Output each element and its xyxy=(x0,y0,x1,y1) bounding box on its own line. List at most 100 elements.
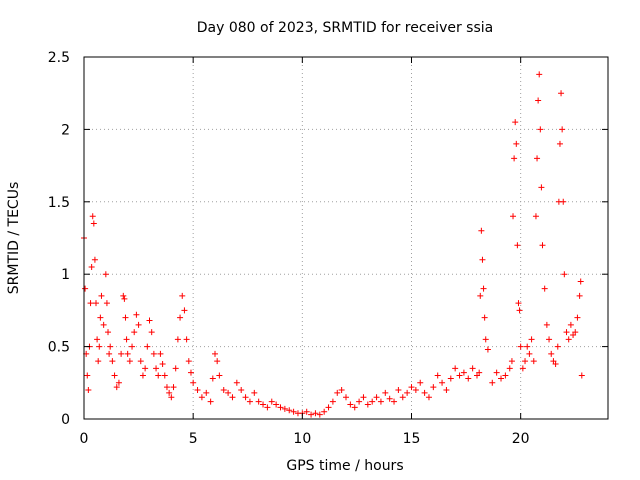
grid xyxy=(84,57,608,419)
y-tick-label: 2.5 xyxy=(48,50,70,66)
data-point xyxy=(190,379,197,386)
data-point xyxy=(343,394,349,401)
data-point xyxy=(225,389,232,396)
data-point xyxy=(233,379,240,386)
data-point xyxy=(577,278,584,285)
data-point xyxy=(477,292,484,299)
data-point xyxy=(120,292,127,299)
data-point xyxy=(439,379,446,386)
data-point xyxy=(541,285,548,292)
data-point xyxy=(131,329,138,336)
x-tick-label: 0 xyxy=(80,431,89,447)
data-point xyxy=(109,358,116,365)
x-axis-label: GPS time / hours xyxy=(286,458,403,474)
data-point xyxy=(498,375,505,382)
data-point xyxy=(98,292,105,299)
data-point xyxy=(417,379,424,386)
data-point xyxy=(203,389,210,396)
data-point xyxy=(212,350,218,357)
axis-ticks xyxy=(83,56,608,420)
data-point xyxy=(517,343,524,350)
data-point xyxy=(107,343,114,350)
data-point xyxy=(524,343,531,350)
data-point xyxy=(246,398,253,405)
data-point xyxy=(386,395,393,402)
data-point xyxy=(161,372,168,379)
data-point xyxy=(84,372,91,379)
data-point xyxy=(478,227,485,234)
data-point xyxy=(539,242,546,249)
data-point xyxy=(137,358,144,365)
data-point xyxy=(85,387,92,394)
data-point xyxy=(526,350,533,357)
data-point xyxy=(535,97,542,104)
data-point xyxy=(484,346,491,353)
data-point xyxy=(170,384,177,391)
data-point xyxy=(166,389,173,396)
data-point xyxy=(126,358,133,365)
data-point xyxy=(536,71,543,78)
data-point xyxy=(548,350,555,357)
data-point xyxy=(430,384,437,391)
data-point xyxy=(443,387,450,394)
data-point xyxy=(129,343,136,350)
plot-frame xyxy=(83,56,609,420)
data-point xyxy=(404,389,411,396)
data-point xyxy=(163,384,170,391)
data-point xyxy=(281,405,288,412)
data-point xyxy=(214,358,221,365)
data-point xyxy=(100,321,107,328)
data-point xyxy=(185,358,192,365)
data-point xyxy=(377,398,384,405)
data-point xyxy=(558,90,565,97)
data-point xyxy=(113,384,120,391)
data-point xyxy=(181,307,188,314)
data-point xyxy=(556,140,563,147)
data-point xyxy=(312,410,319,417)
data-point xyxy=(538,184,545,191)
data-point xyxy=(183,336,190,343)
data-point xyxy=(369,398,376,405)
data-point xyxy=(534,155,541,162)
data-point xyxy=(552,360,559,367)
data-point xyxy=(118,350,125,357)
data-point xyxy=(356,398,363,405)
data-point xyxy=(399,394,406,401)
data-point xyxy=(493,369,500,376)
data-point xyxy=(364,401,371,408)
data-point xyxy=(123,336,130,343)
data-point xyxy=(133,311,140,318)
data-point xyxy=(177,314,184,321)
data-point xyxy=(144,343,151,350)
data-point xyxy=(146,317,153,324)
data-point xyxy=(421,389,428,396)
data-point xyxy=(561,271,568,278)
data-point xyxy=(338,387,345,394)
data-point xyxy=(121,295,128,302)
data-point xyxy=(220,387,227,394)
x-tick-label: 20 xyxy=(512,431,530,447)
data-point xyxy=(516,307,523,314)
data-point xyxy=(172,365,179,372)
data-point xyxy=(334,389,341,396)
data-point xyxy=(316,411,323,418)
data-point xyxy=(303,408,310,415)
data-point xyxy=(97,314,104,321)
x-tick-labels: 0 5 10 15 20 xyxy=(80,431,530,447)
y-tick-label: 2 xyxy=(61,122,70,138)
data-point xyxy=(512,119,519,126)
data-point xyxy=(543,321,550,328)
data-point xyxy=(207,398,214,405)
data-point xyxy=(559,126,566,133)
data-point xyxy=(89,213,96,220)
data-point xyxy=(179,292,186,299)
data-point xyxy=(329,398,336,405)
data-point xyxy=(150,350,157,357)
data-point xyxy=(115,379,122,386)
data-point xyxy=(506,365,513,372)
data-point xyxy=(139,372,146,379)
data-point xyxy=(560,198,567,205)
data-point xyxy=(135,321,142,328)
